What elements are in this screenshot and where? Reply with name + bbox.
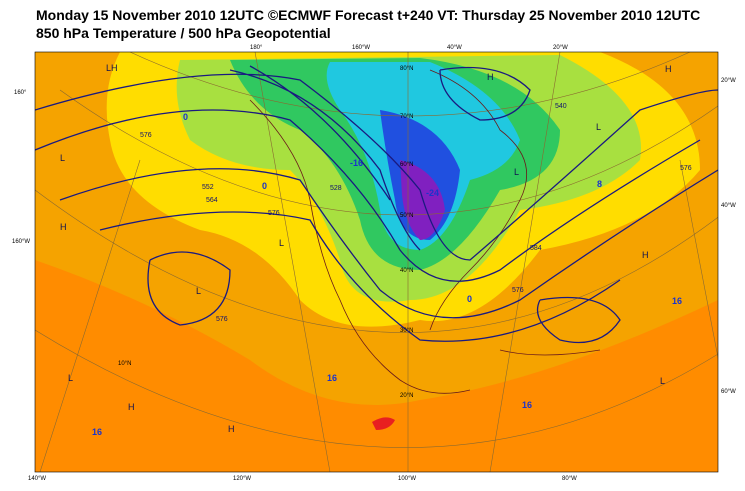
title: Monday 15 November 2010 12UTC ©ECMWF For… [36,7,700,23]
temperature-label: 0 [467,294,472,304]
pressure-centers: LH L H L H L L H H H L H L L [60,63,672,434]
graticule-label: 50°N [400,213,413,219]
graticule-label: 60°W [721,389,736,395]
coastline [249,69,601,394]
graticule-label: 70°N [400,114,413,120]
contour-label: 576 [268,210,280,217]
pressure-center: H [60,222,67,232]
pressure-center: H [665,64,672,74]
graticule-label: 80°W [562,476,577,482]
pressure-center: L [196,286,201,296]
contour-label: 540 [555,103,567,110]
temperature-label: 16 [672,296,682,306]
temperature-label: -16 [350,158,363,168]
pressure-center: H [228,424,235,434]
pressure-center: L [660,376,665,386]
graticule-label: 40°N [400,268,413,274]
temperature-label: -24 [426,188,439,198]
graticule-label: 180° [250,45,263,51]
contour-label: 576 [512,287,524,294]
pressure-center: L [514,167,519,177]
graticule-labels: 160° 160°W 140°W 120°W 100°W 80°W 180° 1… [12,45,736,482]
contour-label: 564 [206,197,218,204]
contour-label: 552 [202,184,214,191]
graticule-label: 40°W [721,203,736,209]
graticule-label: 30°N [400,328,413,334]
contour-label: 576 [680,165,692,172]
temperature-field-extreme-hot [372,417,395,430]
contour-label: 576 [140,132,152,139]
temperature-field-hot [35,260,718,472]
contour-label: 584 [530,245,542,252]
graticule-label: 40°W [447,45,462,51]
graticule-label: 20°W [721,78,736,84]
graticule-label: 160° [14,90,27,96]
pressure-center: LH [106,63,118,73]
temperature-label: 16 [522,400,532,410]
pressure-center: H [487,72,494,82]
temperature-label: 0 [183,112,188,122]
geopotential-labels: 576 552 564 576 576 528 540 584 576 576 [140,103,692,323]
pressure-center: H [128,402,135,412]
temperature-label: 16 [327,373,337,383]
contour-label: 576 [216,316,228,323]
temperature-label: 8 [597,179,602,189]
map [34,51,719,473]
temperature-label: 16 [92,427,102,437]
graticule [35,52,718,472]
pressure-center: L [68,373,73,383]
pressure-center: H [642,250,649,260]
graticule-label: 20°W [553,45,568,51]
temperature-label: 0 [262,181,267,191]
graticule-label: 120°W [233,476,251,482]
graticule-label: 160°W [12,239,30,245]
graticule-label: 10°N [118,361,131,367]
graticule-label: 80°N [400,66,413,72]
pressure-center: L [279,238,284,248]
pressure-center: L [596,122,601,132]
temperature-labels: 0 0 16 16 16 0 8 -16 -24 16 [92,112,682,437]
graticule-label: 60°N [400,162,413,168]
subtitle: 850 hPa Temperature / 500 hPa Geopotenti… [36,25,331,41]
contour-label: 528 [330,185,342,192]
graticule-label: 20°N [400,393,413,399]
graticule-label: 100°W [398,476,416,482]
pressure-center: L [60,153,65,163]
map-frame [34,51,719,473]
graticule-label: 160°W [352,45,370,51]
geopotential-isolines [35,65,718,344]
graticule-label: 140°W [28,476,46,482]
